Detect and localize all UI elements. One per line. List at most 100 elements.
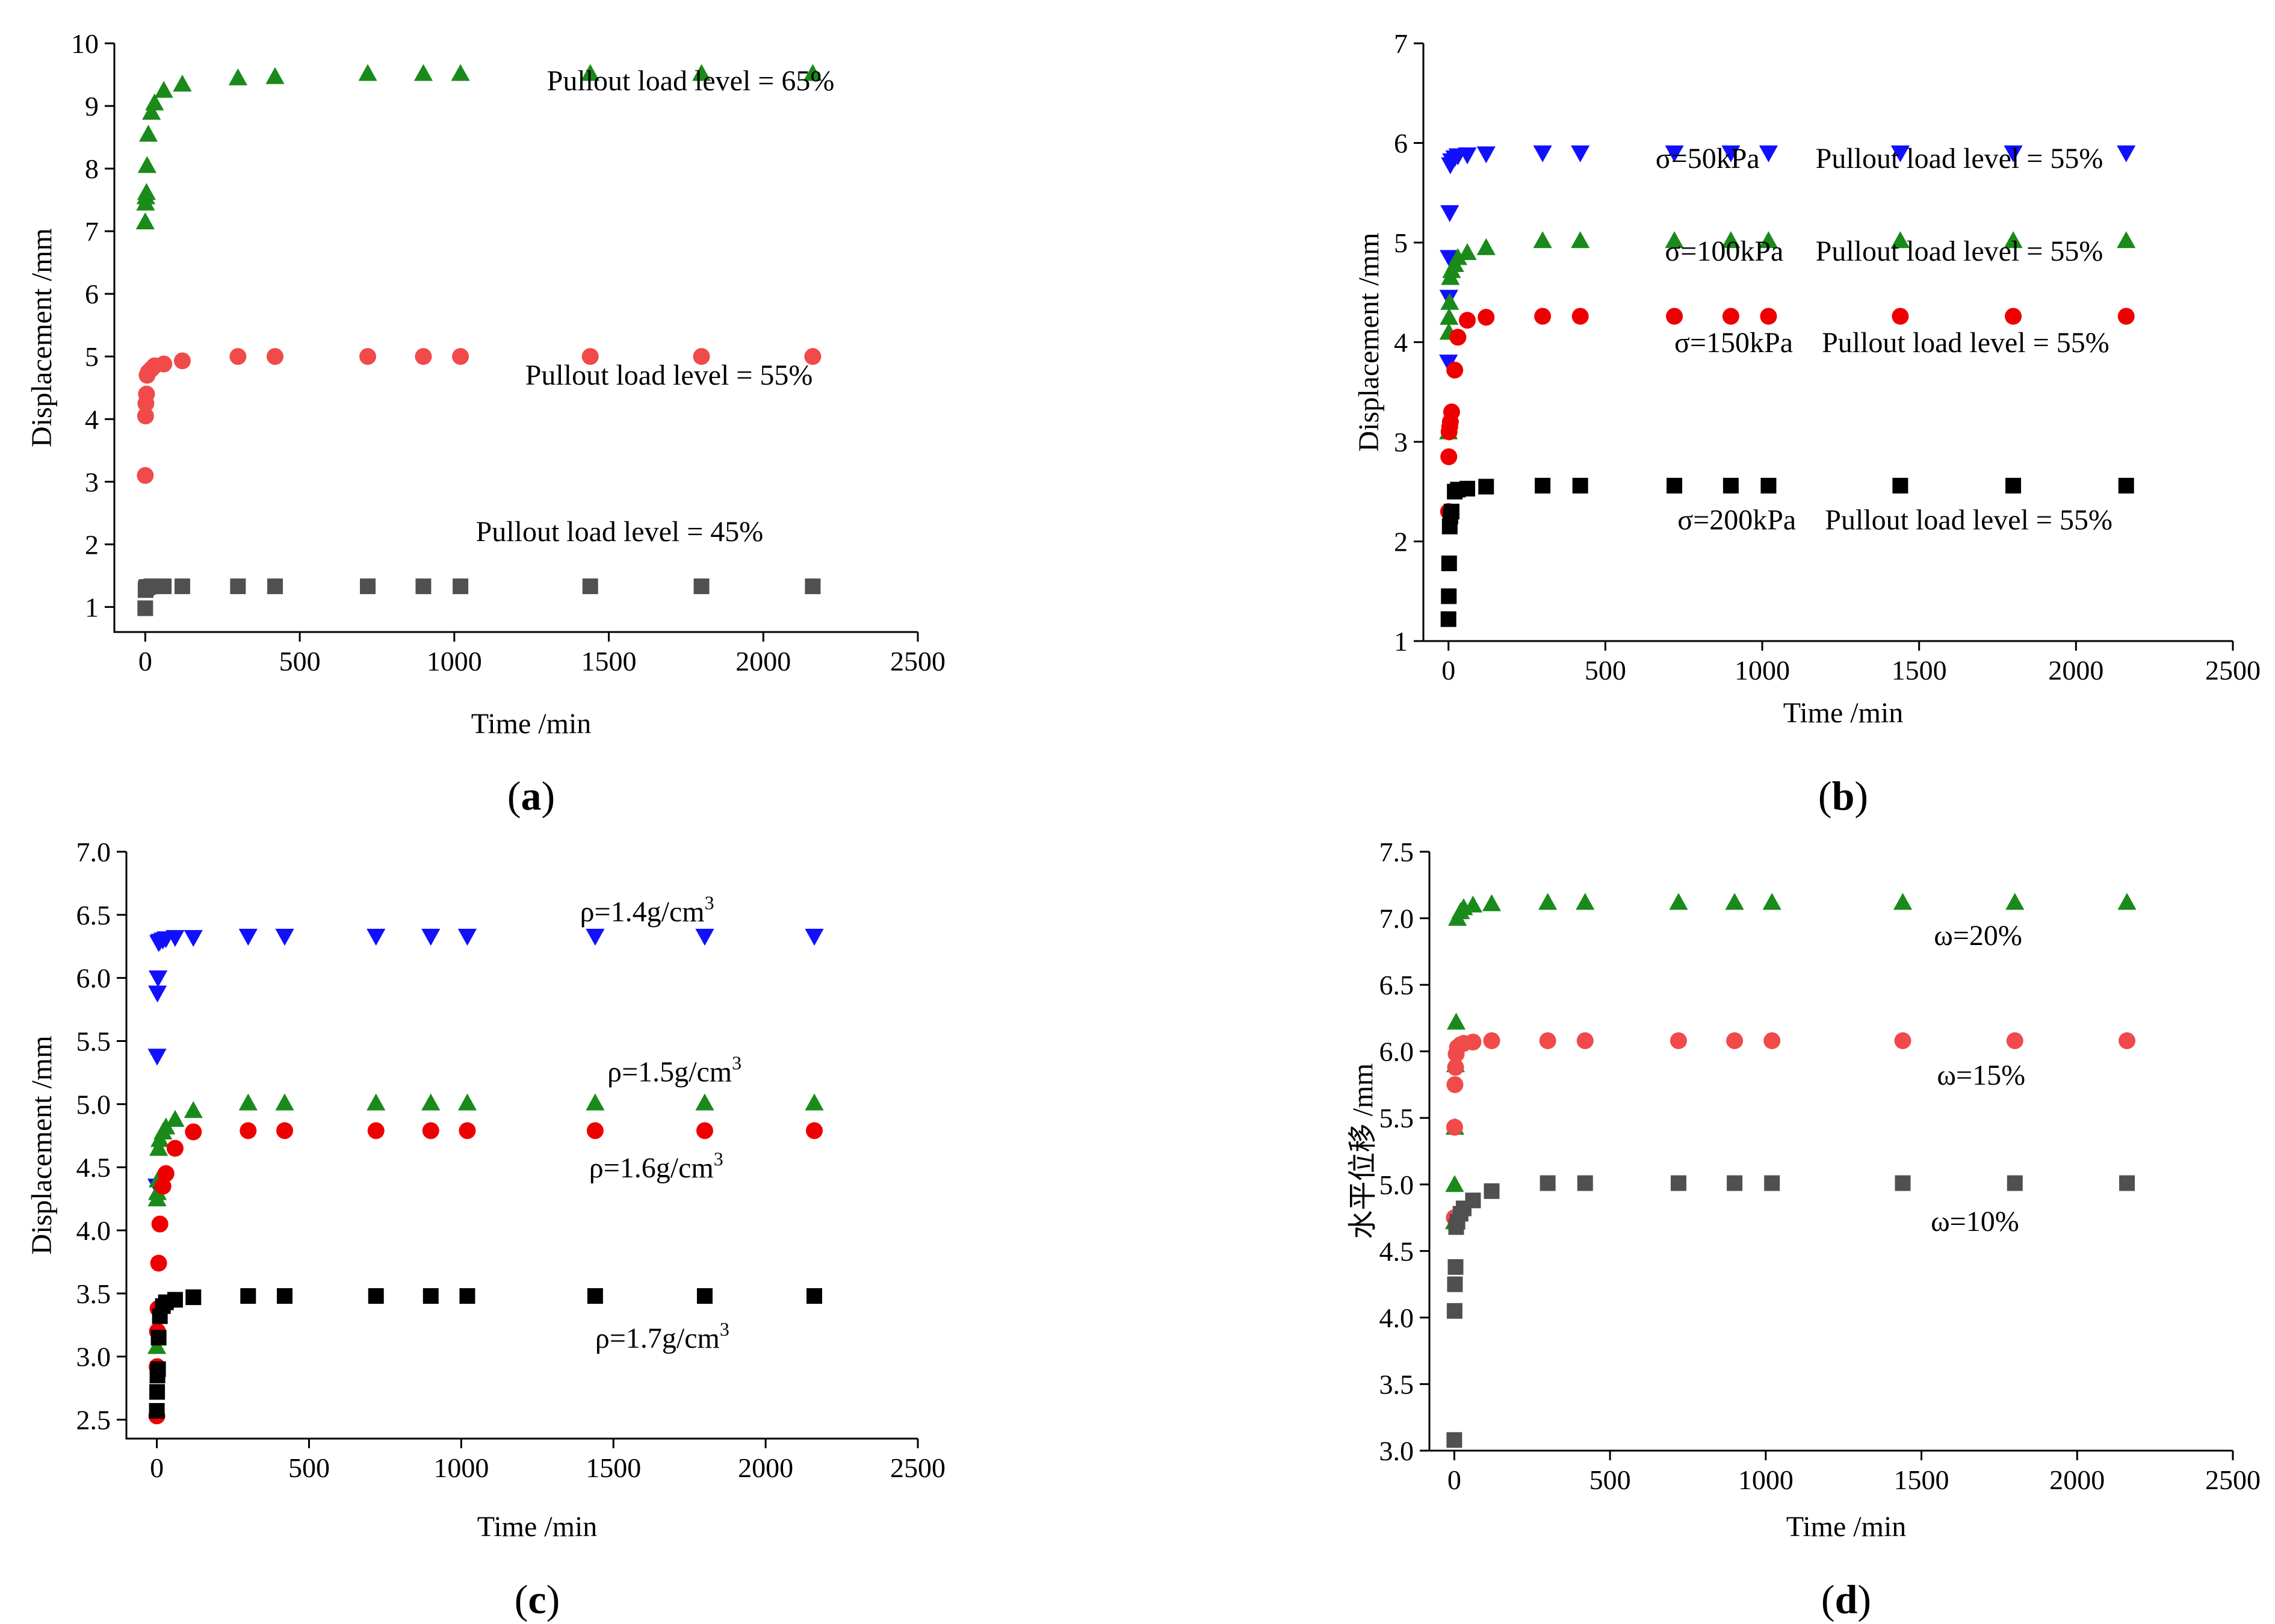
panel-0-y-tick-label-6: 7 — [85, 216, 99, 247]
panel-1-series-1-point-13 — [1721, 231, 1741, 249]
panel-1-series-0-point-8 — [1458, 147, 1477, 164]
panel-1-series-3-point-1 — [1441, 588, 1457, 604]
panel-0-y-tick-label-3: 4 — [85, 404, 99, 435]
panel-3-y-tick-label-4: 5.0 — [1379, 1170, 1414, 1200]
panel-1-series-0-point-14 — [1759, 145, 1778, 163]
panel-3-series-1-point-2 — [1446, 1076, 1464, 1093]
panel-3-series-0-point-9 — [1482, 894, 1502, 911]
panel-2-series-3-point-17 — [806, 1288, 823, 1304]
panel-0-series-0-point-17 — [803, 64, 823, 81]
panel-2-y-tick-label-9: 7.0 — [76, 837, 111, 867]
panel-2-series-1-point-15 — [586, 1093, 605, 1111]
panel-0-axes — [113, 43, 918, 633]
panel-3-series-2-point-0 — [1446, 1432, 1462, 1448]
panel-3-x-tick-label-1: 500 — [1589, 1464, 1631, 1495]
panel-2-series-2-point-14 — [459, 1122, 476, 1139]
panel-2-x-tick-label-1: 500 — [288, 1452, 330, 1483]
panel-3-series-2-point-14 — [1764, 1175, 1780, 1191]
panel-2-x-tick-label-0: 0 — [150, 1452, 164, 1483]
panel-0-series-2-point-10 — [230, 578, 246, 595]
panel-1-y-tick-label-2: 3 — [1394, 427, 1408, 457]
panel-3-series-2-point-15 — [1895, 1175, 1911, 1191]
panel-2-y-tick-label-3: 4.0 — [76, 1215, 111, 1246]
panel-1-series-3-point-5 — [1443, 503, 1459, 519]
panel-1-x-tick-label-4: 2000 — [2048, 655, 2103, 686]
panel-1-series-2-point-9 — [1478, 309, 1495, 326]
panel-3-series-2-point-12 — [1670, 1175, 1686, 1191]
panel-3-series-2-point-11 — [1577, 1175, 1593, 1191]
panel-0-series-2-point-9 — [174, 578, 190, 595]
panel-0-y-tick-label-0: 1 — [85, 592, 99, 622]
panel-3-series-0-point-10 — [1538, 893, 1558, 910]
panel-0-series-1-point-8 — [155, 355, 173, 373]
panel-0-series-0-point-6 — [142, 102, 161, 120]
panel-3-series-1-point-13 — [1726, 1032, 1744, 1049]
panel-3-y-tick-label-7: 6.5 — [1379, 970, 1414, 1000]
chart-panel-1: 0 500 1000 1500 2000 2500 1 2 3 4 5 6 7 Time /min Disp… — [1353, 28, 2261, 819]
panel-1-annotation-3: Pullout load level = 55% — [1816, 235, 2103, 267]
panel-0-series-1-point-16 — [693, 348, 710, 365]
panel-2-y-tick-label-4: 4.5 — [76, 1152, 111, 1183]
panel-3-y-tick-label-3: 4.5 — [1379, 1236, 1414, 1266]
panel-0-series-1-point-17 — [804, 348, 822, 365]
panel-1-series-0-point-3 — [1440, 205, 1459, 222]
panel-3-series-0-point-14 — [1762, 893, 1781, 910]
panel-1-series-3-point-0 — [1440, 611, 1456, 627]
panel-1-series-2-point-8 — [1458, 312, 1476, 329]
panel-0-series-2-point-11 — [267, 578, 283, 595]
panel-0-series-2-point-0 — [137, 600, 153, 616]
panel-0-x-tick-label-1: 500 — [279, 646, 321, 677]
panel-1-series-2-point-10 — [1534, 308, 1552, 325]
panel-0-series-0-point-0 — [135, 212, 155, 230]
panel-2-series-1-point-9 — [184, 1101, 203, 1118]
panel-3-series-1-point-15 — [1894, 1032, 1911, 1049]
panel-1-series-3-point-14 — [1760, 477, 1777, 494]
panel-2-series-2-point-15 — [586, 1122, 604, 1139]
panel-3-x-axis-title: Time /min — [1786, 1511, 1907, 1543]
panel-2-series-2-point-16 — [696, 1122, 713, 1139]
panel-1-annotation-5: Pullout load level = 55% — [1822, 327, 2109, 359]
panel-2-series-0-point-2 — [147, 985, 167, 1003]
panel-3-series-2-point-10 — [1540, 1175, 1556, 1191]
panel-0-x-tick-label-4: 2000 — [735, 646, 791, 677]
panel-0-y-tick-label-8: 9 — [85, 91, 99, 122]
panel-3-series-0-point-15 — [1893, 893, 1913, 910]
panel-1-y-tick-label-6: 7 — [1394, 28, 1408, 59]
panel-0-y-tick-label-2: 3 — [85, 466, 99, 497]
panel-0-y-tick-label-4: 5 — [85, 341, 99, 372]
panel-1-annotation-0: σ=50kPa — [1656, 143, 1760, 175]
panel-0-series-1-point-15 — [581, 348, 599, 365]
panel-0-y-tick-label-5: 6 — [85, 279, 99, 309]
panel-1-series-0-point-13 — [1721, 145, 1741, 163]
panel-2-axes — [125, 852, 918, 1440]
panel-0-series-0-point-14 — [451, 64, 470, 81]
panel-1-series-0-point-16 — [2004, 145, 2023, 163]
panel-1-series-1-point-3 — [1440, 293, 1459, 310]
panel-3-series-2-point-13 — [1727, 1175, 1743, 1191]
panel-2-annotation-0: ρ=1.4g/cm3 — [580, 891, 714, 928]
panel-1-series-3-point-2 — [1441, 555, 1457, 571]
panel-2-series-2-point-10 — [240, 1122, 257, 1139]
panel-2-series-3-point-0 — [149, 1402, 165, 1419]
panel-1-series-1-point-10 — [1533, 231, 1552, 249]
panel-3-y-tick-label-5: 5.5 — [1379, 1103, 1414, 1133]
panel-2-series-0-point-15 — [586, 929, 605, 946]
panel-0-series-1-point-11 — [267, 348, 283, 365]
panel-0-series-1-point-10 — [229, 348, 247, 365]
chart-panel-3: 0 500 1000 1500 2000 2500 3.0 3.5 4.0 4.5 5.0 5.5 6.… — [1347, 837, 2261, 1622]
panel-2-y-tick-label-6: 5.5 — [76, 1026, 111, 1057]
panel-0-y-axis-title: Displacement /mm — [26, 228, 58, 447]
panel-1-x-tick-label-5: 2500 — [2205, 655, 2261, 686]
panel-0-series-0-point-12 — [358, 64, 377, 81]
panel-3-x-tick-label-2: 1000 — [1738, 1464, 1794, 1495]
panel-1-series-3-point-9 — [1478, 479, 1494, 495]
panel-1-series-2-point-17 — [2117, 308, 2135, 325]
panel-1-series-3-point-12 — [1667, 477, 1683, 494]
panel-3-y-axis-title: 水平位移 /mm — [1347, 1063, 1379, 1239]
panel-3-series-1-point-9 — [1483, 1032, 1500, 1049]
panel-2-x-tick-label-2: 1000 — [433, 1452, 489, 1483]
panel-0-series-1-point-9 — [173, 352, 191, 370]
panel-1-x-axis-title: Time /min — [1783, 697, 1904, 729]
panel-1-series-2-point-12 — [1666, 308, 1683, 325]
panel-0-x-tick-label-3: 1500 — [581, 646, 637, 677]
